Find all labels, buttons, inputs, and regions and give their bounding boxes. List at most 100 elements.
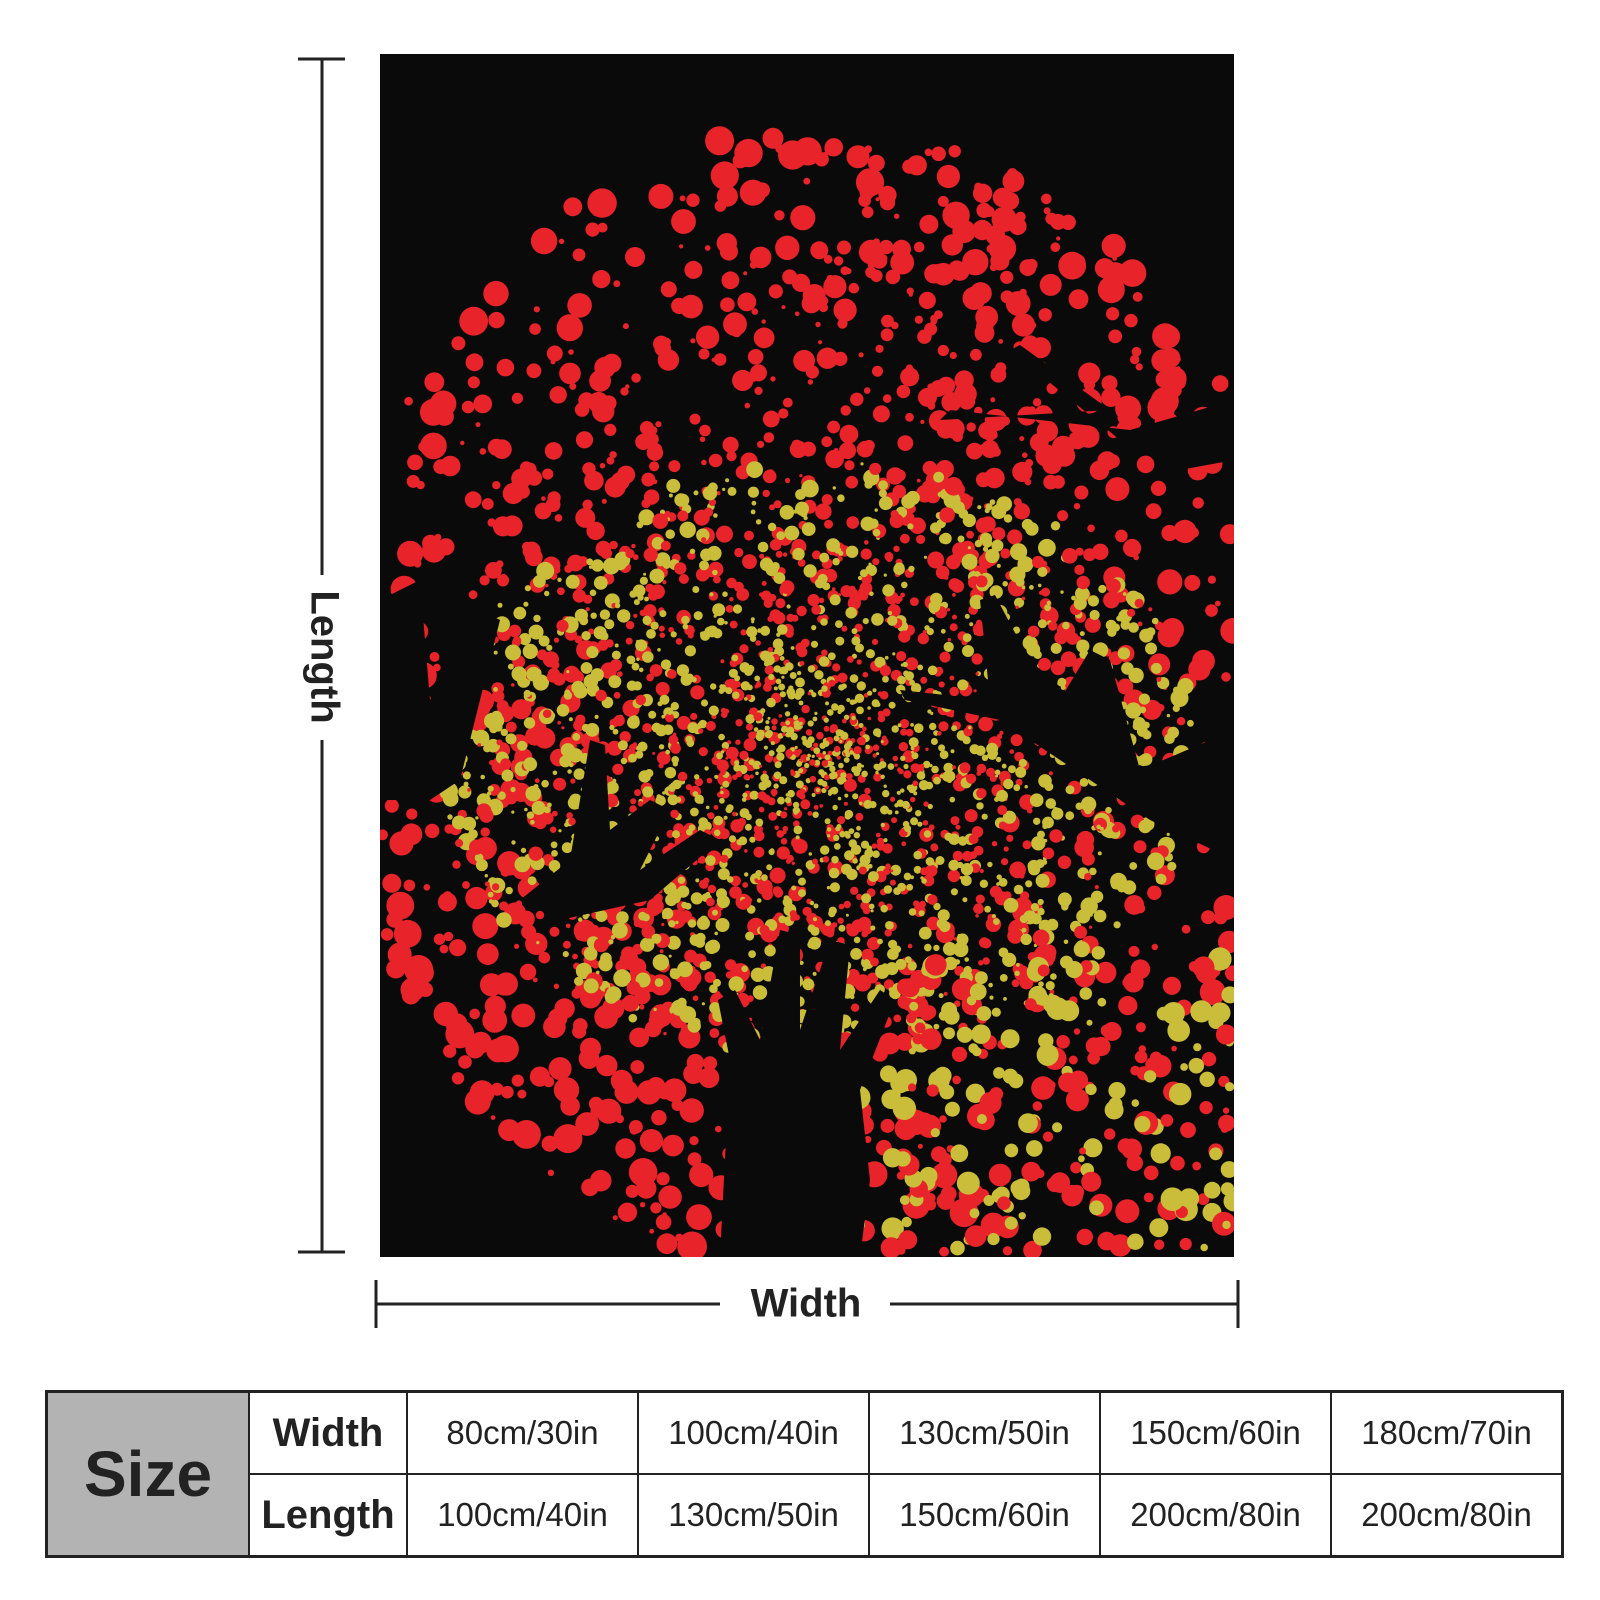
paint-dot (617, 609, 631, 623)
size-table: Size Width 80cm/30in 100cm/40in 130cm/50in 15… (45, 1390, 1564, 1558)
paint-dot (543, 806, 551, 814)
paint-dot (1013, 503, 1030, 520)
paint-dot (1151, 617, 1159, 625)
paint-dot (983, 206, 995, 218)
paint-dot (1065, 1088, 1089, 1112)
paint-dot (1146, 627, 1156, 637)
paint-dot (851, 636, 861, 646)
paint-dot (720, 790, 724, 795)
paint-dot (755, 771, 759, 776)
paint-dot (670, 631, 677, 638)
paint-dot (933, 471, 944, 483)
paint-dot (581, 723, 590, 732)
paint-dot (528, 624, 544, 640)
paint-dot (833, 298, 857, 322)
paint-dot (1037, 619, 1047, 629)
paint-dot (958, 392, 976, 410)
paint-dot (840, 772, 847, 779)
size-row: Length 100cm/40in 130cm/50in 150cm/60in 200c… (47, 1473, 1564, 1558)
paint-dot (712, 603, 726, 617)
paint-dot (793, 825, 803, 835)
paint-dot (770, 569, 775, 574)
paint-dot (597, 639, 609, 651)
paint-dot (551, 850, 558, 857)
length-label: Length (302, 590, 346, 723)
paint-dot (856, 157, 862, 163)
paint-dot (542, 468, 554, 480)
paint-dot (671, 209, 696, 234)
paint-dot (923, 760, 931, 769)
paint-dot (946, 608, 951, 612)
paint-dot (905, 412, 914, 422)
paint-dot (885, 962, 899, 976)
paint-dot (843, 900, 851, 909)
paint-dot (846, 868, 858, 881)
row-header: Width (248, 1390, 408, 1475)
paint-dot (919, 214, 939, 234)
paint-dot (880, 328, 894, 342)
paint-dot (517, 1089, 527, 1099)
paint-dot (837, 816, 846, 825)
paint-dot (935, 856, 945, 865)
paint-dot (1032, 555, 1045, 569)
paint-dot (745, 714, 755, 724)
paint-dot (844, 793, 849, 798)
paint-dot (966, 996, 977, 1006)
paint-dot (523, 717, 536, 729)
paint-dot (867, 706, 871, 710)
paint-dot (579, 616, 589, 626)
paint-dot (671, 297, 688, 314)
paint-dot (1019, 436, 1025, 442)
paint-dot (882, 675, 889, 683)
paint-dot (668, 920, 676, 928)
paint-dot (786, 726, 795, 735)
paint-dot (807, 594, 820, 607)
paint-dot (492, 481, 501, 490)
paint-dot (530, 820, 535, 825)
paint-dot (801, 522, 816, 536)
paint-dot (938, 744, 946, 752)
size-value: 150cm/60in (868, 1473, 1101, 1558)
paint-dot (773, 665, 781, 673)
paint-dot (701, 459, 707, 466)
paint-dot (791, 861, 795, 865)
paint-dot (781, 727, 786, 733)
paint-dot (1032, 929, 1050, 947)
paint-dot (880, 1118, 895, 1133)
paint-dot (1062, 548, 1078, 564)
paint-dot (785, 720, 791, 726)
paint-dot (560, 1096, 580, 1116)
paint-dot (844, 813, 851, 820)
paint-dot (1127, 608, 1136, 618)
paint-dot (744, 872, 749, 877)
paint-dot (974, 539, 983, 548)
paint-dot (897, 435, 914, 451)
paint-dot (1003, 897, 1019, 913)
paint-dot (872, 744, 880, 751)
paint-dot (772, 793, 776, 797)
paint-dot (677, 885, 690, 898)
paint-dot (1150, 1143, 1171, 1164)
paint-dot (949, 351, 957, 360)
paint-dot (499, 901, 509, 911)
paint-dot (1041, 587, 1050, 597)
paint-dot (780, 580, 795, 595)
paint-dot (698, 728, 704, 734)
paint-dot (894, 469, 906, 482)
paint-dot (1178, 1188, 1200, 1209)
paint-dot (698, 859, 702, 864)
paint-dot (853, 936, 861, 944)
paint-dot (1044, 604, 1051, 612)
paint-dot (1225, 965, 1234, 981)
paint-dot (974, 322, 995, 343)
paint-dot (1001, 763, 1007, 769)
paint-dot (590, 668, 604, 682)
paint-dot (847, 150, 857, 161)
paint-dot (1118, 996, 1138, 1016)
paint-dot (511, 392, 523, 404)
paint-dot (790, 205, 816, 231)
paint-dot (1223, 1191, 1234, 1212)
paint-dot (882, 584, 895, 597)
paint-dot (774, 210, 785, 221)
paint-dot (1073, 596, 1087, 611)
